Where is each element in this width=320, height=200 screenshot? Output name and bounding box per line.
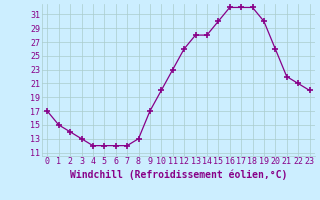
X-axis label: Windchill (Refroidissement éolien,°C): Windchill (Refroidissement éolien,°C) [70, 169, 287, 180]
